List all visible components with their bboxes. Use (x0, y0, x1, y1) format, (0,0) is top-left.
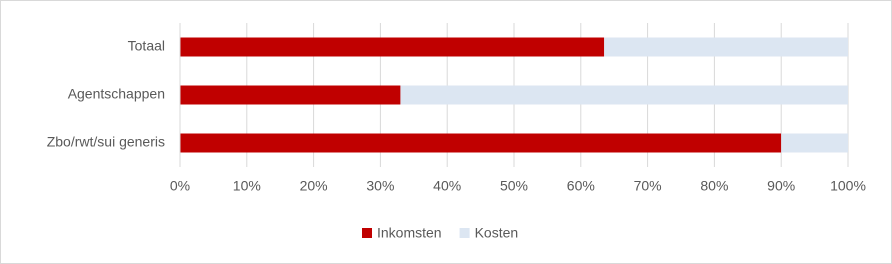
x-tick-label: 30% (366, 178, 394, 194)
bar-segment (180, 85, 401, 105)
y-tick-label: Zbo/rwt/sui generis (47, 134, 165, 150)
legend-swatch (362, 228, 372, 238)
x-tick-label: 50% (500, 178, 528, 194)
bar-segment (180, 37, 605, 57)
y-tick-label: Agentschappen (68, 86, 165, 102)
x-tick-label: 60% (567, 178, 595, 194)
bar-segment (604, 37, 848, 57)
x-tick-label: 40% (433, 178, 461, 194)
x-tick-label: 80% (700, 178, 728, 194)
x-tick-label: 70% (634, 178, 662, 194)
bar-segment (180, 133, 782, 153)
legend-label: Inkomsten (377, 225, 442, 241)
x-tick-label: 10% (233, 178, 261, 194)
legend-swatch (459, 228, 470, 238)
bar-segment (400, 85, 848, 105)
x-tick-label: 0% (170, 178, 190, 194)
legend-label: Kosten (475, 225, 519, 241)
x-tick-label: 100% (830, 178, 866, 194)
x-tick-label: 90% (767, 178, 795, 194)
y-tick-label: Totaal (128, 38, 165, 54)
x-tick-label: 20% (300, 178, 328, 194)
bar-segment (781, 133, 848, 153)
